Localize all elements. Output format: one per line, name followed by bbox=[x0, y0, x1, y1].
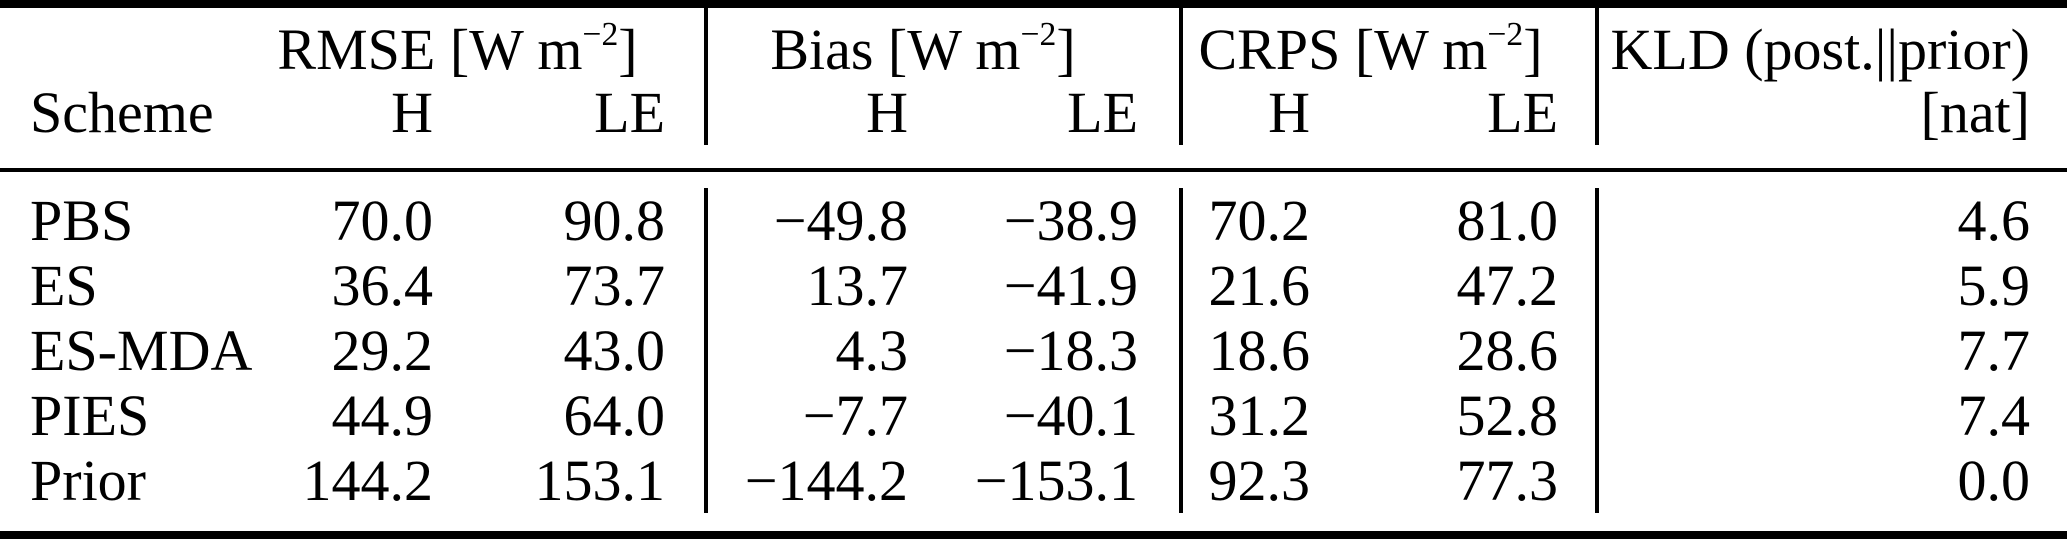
crps-h-column-header: H bbox=[1179, 80, 1310, 145]
scheme-column-header: Scheme bbox=[30, 79, 214, 145]
bias-le-cell: −40.1 bbox=[1003, 382, 1138, 448]
bias-le-cell: −41.9 bbox=[1003, 252, 1138, 318]
bias-h-cell: 13.7 bbox=[704, 253, 908, 318]
bias-h-cell: −144.2 bbox=[704, 448, 908, 513]
bias-le-column-header: LE bbox=[1067, 79, 1138, 145]
rmse-unit-prefix: RMSE [W m bbox=[277, 17, 583, 82]
bias-h-cell: −49.8 bbox=[704, 188, 908, 253]
spacer-above-midrule bbox=[0, 145, 2067, 168]
crps-le-column-header: LE bbox=[1487, 79, 1558, 145]
top-rule bbox=[0, 0, 2067, 8]
rmse-h-cell: 70.0 bbox=[331, 187, 434, 253]
bias-unit-prefix: Bias [W m bbox=[770, 17, 1021, 82]
group-header-rmse: RMSE [W m−2] bbox=[250, 8, 706, 80]
rmse-h-column-header: H bbox=[391, 79, 433, 145]
group-header-row: RMSE [W m−2] Bias [W m−2] CRPS [W m−2] K… bbox=[0, 8, 2067, 80]
table-row: Prior 144.2 153.1 −144.2 −153.1 92.3 77.… bbox=[0, 448, 2067, 513]
bottom-rule bbox=[0, 531, 2067, 539]
rmse-h-cell: 29.2 bbox=[331, 317, 434, 383]
group-header-kld: KLD (post.||prior) bbox=[1595, 8, 2067, 80]
rmse-h-cell: 44.9 bbox=[331, 382, 434, 448]
group-header-bias: Bias [W m−2] bbox=[704, 8, 1181, 82]
rmse-le-cell: 43.0 bbox=[563, 317, 666, 383]
kld-cell: 7.4 bbox=[1595, 383, 2067, 448]
crps-h-cell: 31.2 bbox=[1179, 383, 1310, 448]
scheme-cell: Prior bbox=[30, 447, 146, 513]
kld-cell: 7.7 bbox=[1595, 318, 2067, 383]
group-header-crps: CRPS [W m−2] bbox=[1179, 8, 1597, 82]
kld-cell: 0.0 bbox=[1595, 448, 2067, 513]
crps-h-cell: 21.6 bbox=[1179, 253, 1310, 318]
sub-header-row: Scheme H LE H LE H LE [nat] bbox=[0, 80, 2067, 145]
kld-cell: 5.9 bbox=[1595, 253, 2067, 318]
scheme-cell: ES-MDA bbox=[30, 317, 253, 383]
rmse-le-column-header: LE bbox=[594, 79, 665, 145]
crps-unit-prefix: CRPS [W m bbox=[1198, 17, 1488, 82]
rmse-le-cell: 153.1 bbox=[534, 447, 666, 513]
bias-le-cell: −18.3 bbox=[1003, 317, 1138, 383]
table-row: PBS 70.0 90.8 −49.8 −38.9 70.2 81.0 4.6 bbox=[0, 188, 2067, 253]
table-row: ES-MDA 29.2 43.0 4.3 −18.3 18.6 28.6 7.7 bbox=[0, 318, 2067, 383]
scheme-cell: PBS bbox=[30, 187, 134, 253]
rmse-le-cell: 73.7 bbox=[563, 252, 666, 318]
rmse-le-cell: 64.0 bbox=[563, 382, 666, 448]
bias-unit-suffix: ] bbox=[1056, 17, 1076, 82]
rmse-le-cell: 90.8 bbox=[563, 187, 666, 253]
group-header-empty bbox=[0, 8, 250, 80]
rmse-h-cell: 144.2 bbox=[302, 447, 434, 513]
table-row: PIES 44.9 64.0 −7.7 −40.1 31.2 52.8 7.4 bbox=[0, 383, 2067, 448]
kld-unit-header: [nat] bbox=[1595, 80, 2067, 145]
crps-le-cell: 52.8 bbox=[1456, 382, 1559, 448]
bias-h-column-header: H bbox=[704, 80, 908, 145]
scheme-cell: ES bbox=[30, 252, 98, 318]
crps-h-cell: 92.3 bbox=[1179, 448, 1310, 513]
scheme-cell: PIES bbox=[30, 382, 150, 448]
crps-unit-exponent: −2 bbox=[1487, 15, 1524, 53]
bias-le-cell: −38.9 bbox=[1003, 187, 1138, 253]
spacer-above-bottomrule bbox=[0, 513, 2067, 531]
mid-rule bbox=[0, 168, 2067, 172]
rmse-unit-exponent: −2 bbox=[582, 15, 619, 53]
crps-le-cell: 77.3 bbox=[1456, 447, 1559, 513]
bias-h-cell: −7.7 bbox=[704, 383, 908, 448]
rmse-h-cell: 36.4 bbox=[331, 252, 434, 318]
bias-le-cell: −153.1 bbox=[974, 447, 1138, 513]
crps-le-cell: 81.0 bbox=[1456, 187, 1559, 253]
table-row: ES 36.4 73.7 13.7 −41.9 21.6 47.2 5.9 bbox=[0, 253, 2067, 318]
crps-le-cell: 47.2 bbox=[1456, 252, 1559, 318]
bias-h-cell: 4.3 bbox=[704, 318, 908, 383]
crps-unit-suffix: ] bbox=[1523, 17, 1543, 82]
bias-unit-exponent: −2 bbox=[1020, 15, 1057, 53]
rmse-unit-suffix: ] bbox=[618, 17, 638, 82]
crps-h-cell: 18.6 bbox=[1179, 318, 1310, 383]
spacer-below-midrule bbox=[0, 172, 2067, 188]
crps-h-cell: 70.2 bbox=[1179, 188, 1310, 253]
crps-le-cell: 28.6 bbox=[1456, 317, 1559, 383]
kld-cell: 4.6 bbox=[1595, 188, 2067, 253]
